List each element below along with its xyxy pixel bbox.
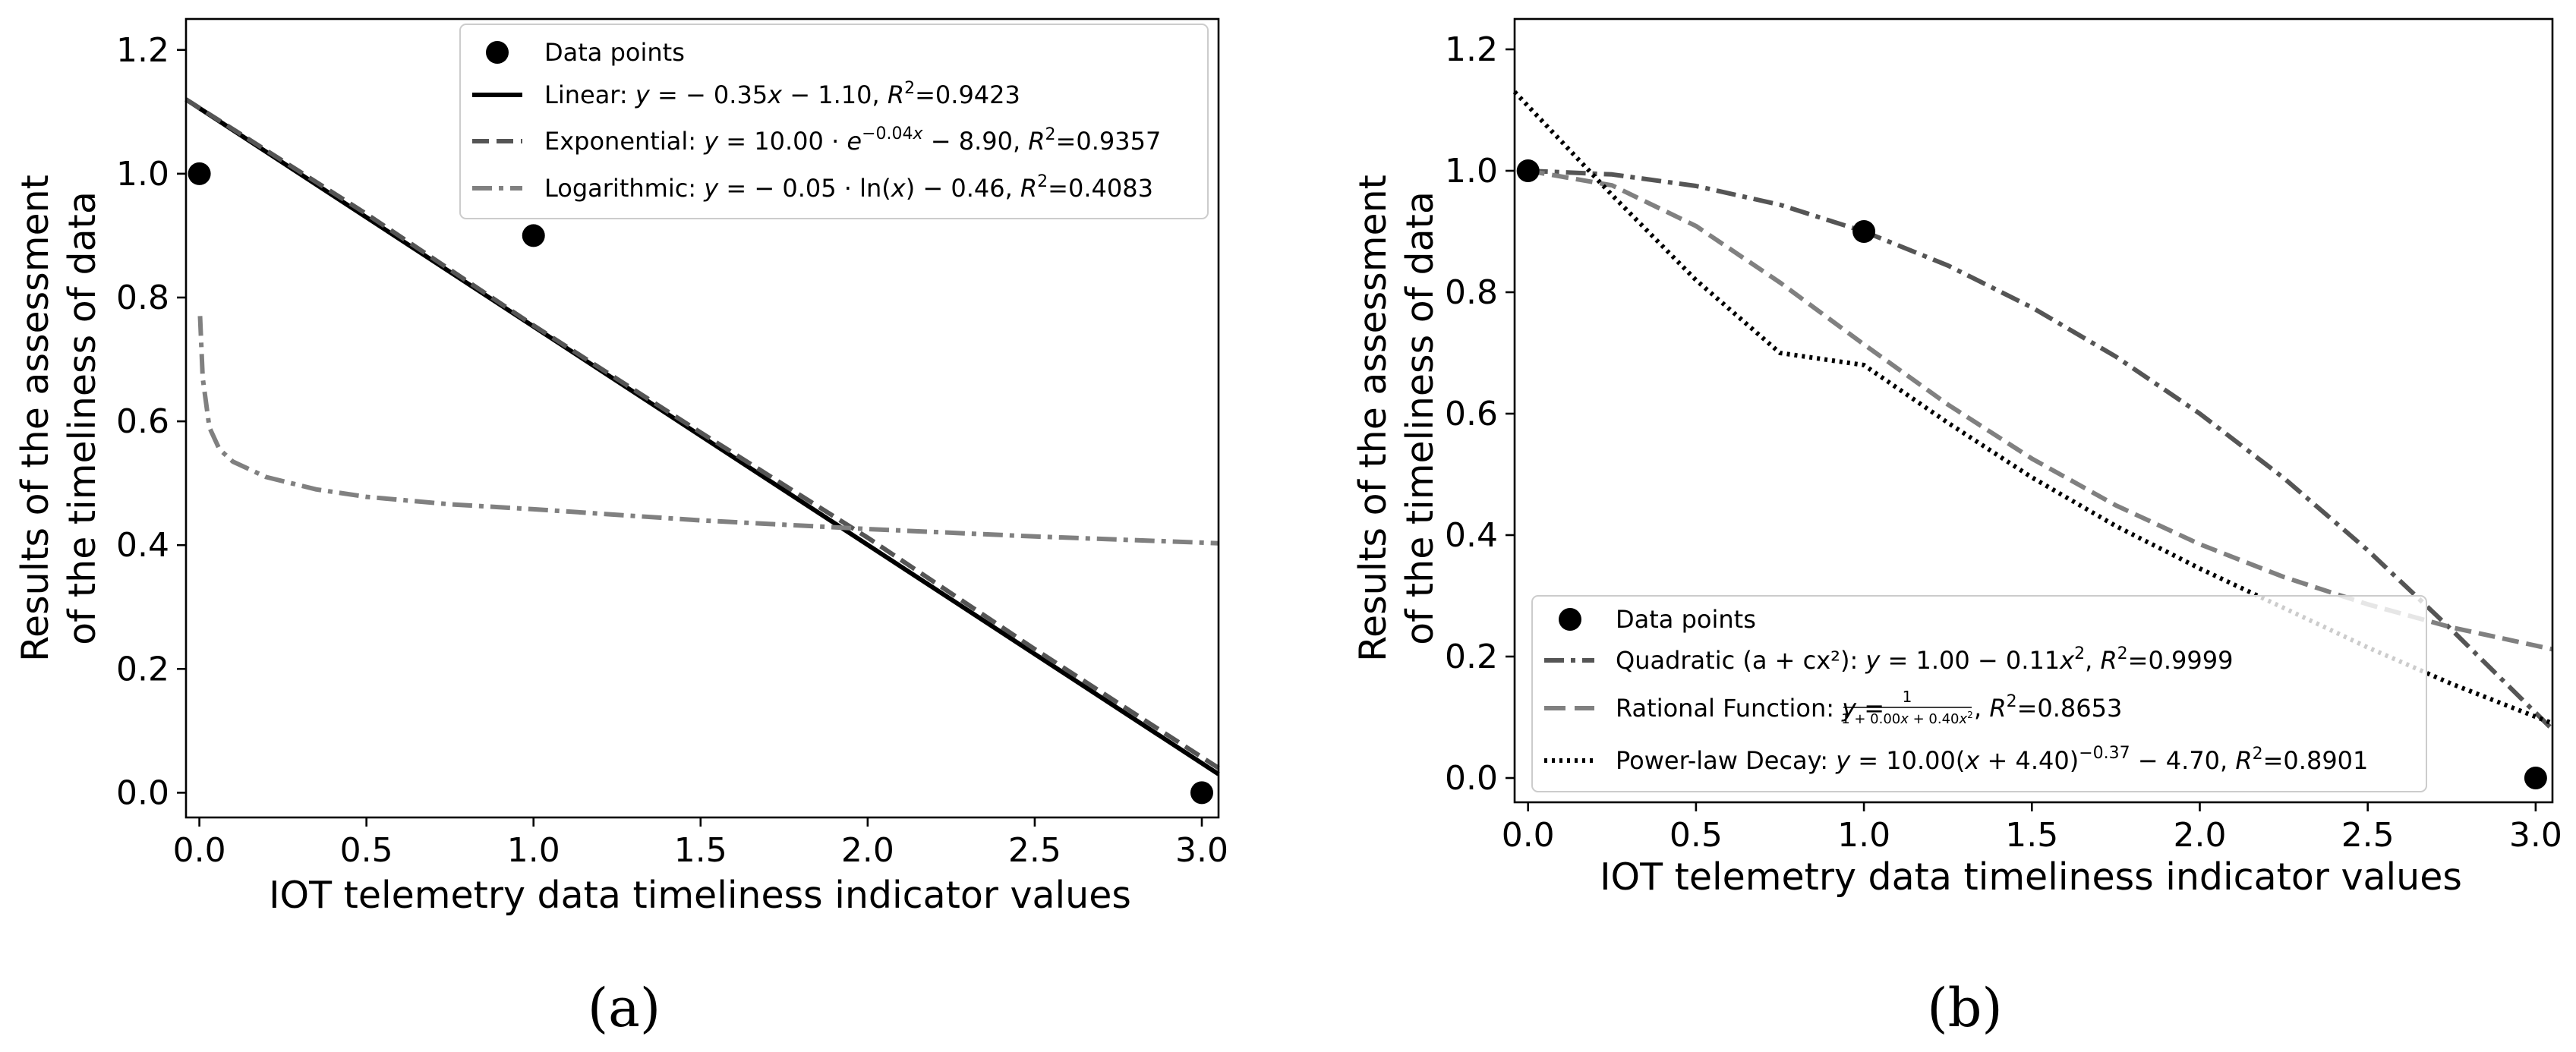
x-tick-label: 2.0 bbox=[841, 831, 894, 870]
chart-b: 0.0 0.5 1.0 1.5 2.0 2.5 3.0 0.0 0.2 0.4 0.6 0.8 1.0… bbox=[1351, 17, 2562, 1039]
series-line-rational bbox=[1528, 169, 2553, 652]
data-point-b-2 bbox=[2524, 767, 2547, 789]
legend-label-quadratic: Quadratic (a + cx²): y = 1.00 − 0.11x2, … bbox=[1616, 644, 2233, 675]
series-line-quadratic bbox=[1528, 169, 2555, 732]
y-axis-label-a-line1: Results of the assessment bbox=[14, 175, 57, 662]
series-line-linear bbox=[184, 97, 1220, 776]
plot-area-a bbox=[184, 97, 1220, 805]
fraction-tail: , R2=0.8653 bbox=[1974, 692, 2122, 723]
data-point-a-1 bbox=[522, 224, 545, 247]
x-axis-label-b: IOT telemetry data timeliness indicator … bbox=[1600, 855, 2462, 899]
x-tick-label: 3.0 bbox=[1175, 831, 1228, 870]
y-tick-label: 1.0 bbox=[116, 155, 169, 194]
y-tick-label: 1.2 bbox=[116, 31, 169, 70]
x-tick-label: 3.0 bbox=[2509, 816, 2562, 855]
panel-label-a: (a) bbox=[588, 977, 661, 1039]
legend-label-logarithmic: Logarithmic: y = − 0.05 · ln(x) − 0.46, … bbox=[544, 172, 1153, 203]
y-tick-label: 0.2 bbox=[116, 650, 169, 688]
x-tick-label: 1.5 bbox=[674, 831, 727, 870]
data-point-a-0 bbox=[188, 162, 211, 185]
legend-label-linear: Linear: y = − 0.35x − 1.10, R2=0.9423 bbox=[544, 79, 1020, 109]
panel-label-b: (b) bbox=[1927, 977, 2002, 1039]
series-line-exponential bbox=[184, 97, 1220, 770]
legend-box-b bbox=[1531, 595, 2427, 792]
x-tick-label: 2.5 bbox=[2341, 816, 2395, 855]
legend-marker-points-b bbox=[1559, 608, 1581, 631]
legend-label-points-a: Data points bbox=[544, 38, 685, 67]
y-tick-label: 0.0 bbox=[116, 773, 169, 812]
data-point-a-2 bbox=[1190, 781, 1213, 805]
axes-frame-a bbox=[184, 17, 1220, 819]
legend-label-powerlaw: Power-law Decay: y = 10.00(x + 4.40)−0.3… bbox=[1616, 744, 2368, 775]
y-tick-label: 1.2 bbox=[1445, 30, 1498, 69]
y-tick-label: 0.4 bbox=[1445, 516, 1498, 555]
y-tick-label: 0.0 bbox=[1445, 759, 1498, 798]
x-ticks-a: 0.0 0.5 1.0 1.5 2.0 2.5 3.0 bbox=[173, 817, 1228, 870]
legend-a: Data points Linear: y = − 0.35x − 1.10, … bbox=[459, 24, 1209, 219]
y-axis-label-b-line2: of the timeliness of data bbox=[1398, 191, 1442, 645]
y-ticks-a: 0.0 0.2 0.4 0.6 0.8 1.0 1.2 bbox=[116, 31, 186, 812]
x-tick-label: 1.0 bbox=[1837, 816, 1890, 855]
y-axis-label-b-line1: Results of the assessment bbox=[1351, 175, 1395, 662]
y-tick-label: 0.2 bbox=[1445, 638, 1498, 676]
chart-a: 0.0 0.5 1.0 1.5 2.0 2.5 3.0 0.0 0.2 0.4 0.6 0.8 1.0… bbox=[14, 17, 1228, 1039]
legend-fraction-rational: 1 1 + 0.00x + 0.40x2 , R2=0.8653 bbox=[1841, 688, 2122, 727]
x-tick-label: 2.5 bbox=[1008, 831, 1061, 870]
x-tick-label: 1.0 bbox=[507, 831, 560, 870]
legend-label-exponential: Exponential: y = 10.00 · e−0.04x − 8.90,… bbox=[544, 124, 1161, 156]
legend-b: Data points Quadratic (a + cx²): y = 1.0… bbox=[1531, 595, 2427, 792]
x-tick-label: 0.0 bbox=[1502, 816, 1555, 855]
y-ticks-b: 0.0 0.2 0.4 0.6 0.8 1.0 1.2 bbox=[1445, 30, 1515, 798]
fraction-denominator: 1 + 0.00x + 0.40x2 bbox=[1841, 710, 1973, 727]
series-line-logarithmic bbox=[197, 316, 1219, 546]
data-point-b-0 bbox=[1516, 159, 1540, 182]
legend-label-points-b: Data points bbox=[1616, 605, 1756, 634]
x-tick-label: 1.5 bbox=[2005, 816, 2058, 855]
y-tick-label: 0.8 bbox=[116, 279, 169, 317]
y-tick-label: 0.6 bbox=[1445, 395, 1498, 433]
x-tick-label: 0.5 bbox=[340, 831, 393, 870]
x-tick-label: 0.5 bbox=[1670, 816, 1723, 855]
data-point-b-1 bbox=[1852, 220, 1876, 243]
x-tick-label: 0.0 bbox=[173, 831, 226, 870]
y-tick-label: 0.6 bbox=[116, 402, 169, 441]
x-ticks-b: 0.0 0.5 1.0 1.5 2.0 2.5 3.0 bbox=[1502, 802, 2562, 855]
legend-marker-points-a bbox=[486, 41, 509, 64]
y-tick-label: 1.0 bbox=[1445, 152, 1498, 191]
fraction-numerator: 1 bbox=[1903, 688, 1912, 706]
legend-label-rational: Rational Function: y = bbox=[1616, 694, 1884, 723]
y-tick-label: 0.8 bbox=[1445, 273, 1498, 312]
y-tick-label: 0.4 bbox=[116, 526, 169, 565]
y-axis-label-a-line2: of the timeliness of data bbox=[61, 191, 104, 645]
legend-box-a bbox=[459, 24, 1209, 219]
axes-frame-b bbox=[1513, 17, 2554, 804]
x-tick-label: 2.0 bbox=[2173, 816, 2226, 855]
x-axis-label-a: IOT telemetry data timeliness indicator … bbox=[269, 874, 1131, 917]
